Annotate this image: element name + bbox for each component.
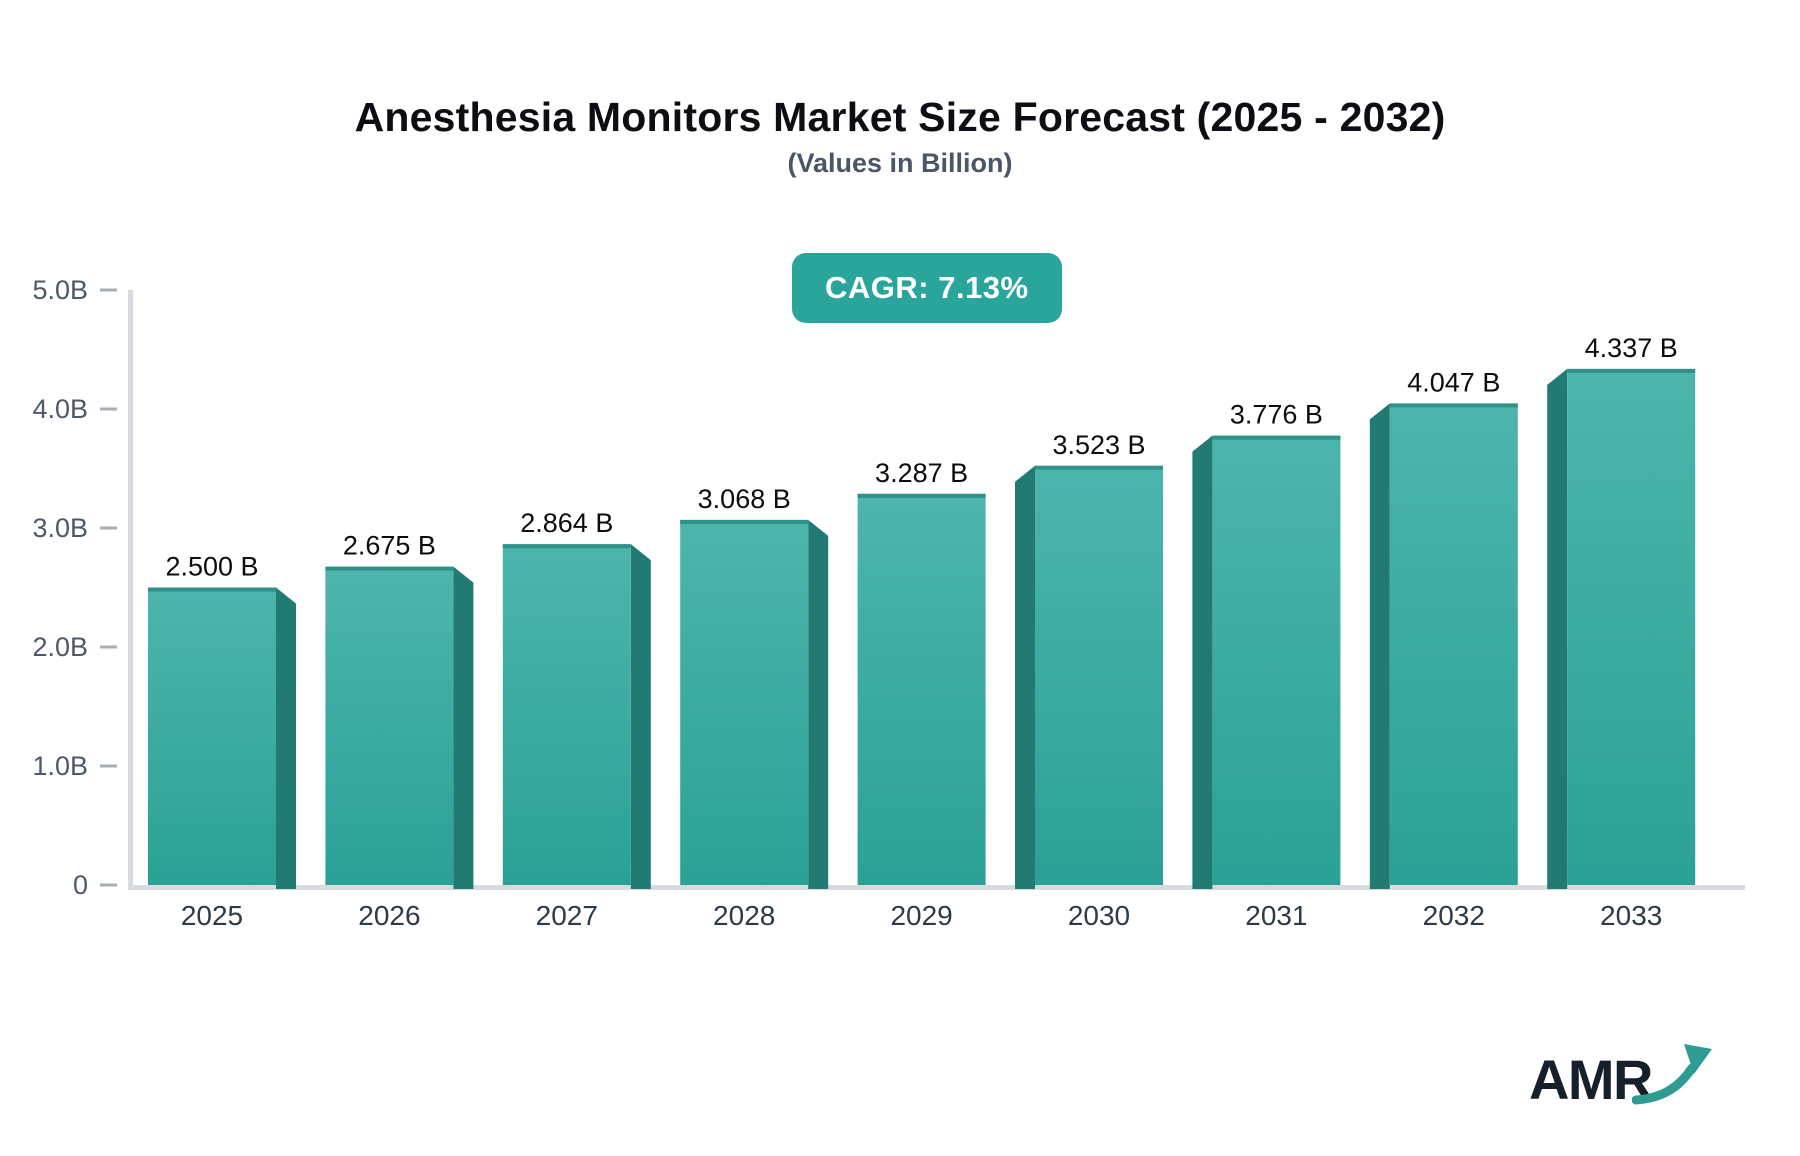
bar-value-label: 4.337 B — [1585, 333, 1678, 363]
bar-top-edge — [502, 544, 631, 549]
x-tick-label: 2032 — [1423, 900, 1485, 931]
bar-group-2027: 2.864 B 2027 — [502, 508, 651, 931]
y-tick-mark — [100, 288, 117, 292]
bar-value-label: 3.776 B — [1230, 400, 1323, 430]
bar-group-2033: 4.337 B 2033 — [1547, 333, 1696, 931]
bar-value-label: 3.068 B — [698, 484, 791, 514]
y-tick-label: 2.0B — [32, 632, 88, 662]
y-tick-mark — [100, 526, 117, 530]
x-tick-label: 2030 — [1068, 900, 1130, 931]
x-tick-label: 2026 — [358, 900, 420, 931]
bar-value-label: 4.047 B — [1407, 367, 1500, 397]
bar-face — [1035, 465, 1163, 885]
y-tick-mark — [100, 883, 117, 887]
bar-top-edge — [1389, 403, 1518, 408]
bar-group-2032: 4.047 B 2032 — [1369, 367, 1518, 931]
x-tick-label: 2027 — [536, 900, 598, 931]
bar-group-2028: 3.068 B 2028 — [680, 484, 829, 931]
x-tick-label: 2031 — [1245, 900, 1307, 931]
bar-face — [1567, 368, 1696, 886]
bar-side-face — [1547, 368, 1568, 890]
x-axis-baseline — [128, 885, 1745, 890]
bar-face — [325, 566, 454, 885]
bar-group-2026: 2.675 B 2026 — [325, 531, 474, 931]
y-tick-label: 1.0B — [32, 751, 88, 781]
y-tick-label: 5.0B — [32, 275, 88, 305]
bar-face — [1389, 403, 1518, 885]
bar-value-label: 2.675 B — [343, 531, 436, 561]
bar-side-face — [453, 566, 474, 889]
bar-side-face — [276, 587, 296, 889]
bar-top-edge — [857, 493, 986, 498]
x-tick-label: 2029 — [890, 900, 952, 931]
bar-group-2030: 3.523 B 2030 — [1015, 430, 1163, 931]
bar-value-label: 3.523 B — [1052, 430, 1145, 460]
growth-arrow-icon — [1632, 1044, 1712, 1105]
bar-top-edge — [1212, 435, 1341, 440]
y-tick-mark — [100, 764, 117, 768]
bar-top-edge — [680, 519, 809, 524]
bar-face — [1212, 435, 1341, 885]
bar-top-edge — [325, 566, 454, 571]
cagr-badge: CAGR: 7.13% — [792, 253, 1062, 323]
axis-layer: 0 1.0B 2.0B 3.0B 4.0B 5.0B — [32, 275, 1745, 900]
bar-top-edge — [1035, 465, 1163, 470]
chart-title: Anesthesia Monitors Market Size Forecast… — [354, 94, 1446, 140]
bar-face — [680, 519, 809, 885]
bar-value-label: 3.287 B — [875, 458, 968, 488]
bar-side-face — [1192, 435, 1213, 889]
bar-value-label: 2.500 B — [165, 552, 258, 582]
bar-side-face — [1369, 403, 1390, 889]
bar-value-label: 2.864 B — [520, 508, 613, 538]
bar-group-2025: 2.500 B 2025 — [148, 552, 296, 931]
chart-subtitle: (Values in Billion) — [787, 148, 1013, 178]
bars-layer: 2.500 B 2025 2.675 B 2026 2.864 B 2027 3.068 B… — [148, 333, 1696, 931]
y-tick-mark — [100, 407, 117, 411]
bar-group-2029: 3.287 B 2029 — [857, 458, 986, 931]
bar-top-edge — [148, 587, 276, 592]
bar-face — [857, 493, 986, 885]
y-tick-label: 0 — [73, 870, 88, 900]
bar-group-2031: 3.776 B 2031 — [1192, 400, 1341, 931]
bar-side-face — [1015, 465, 1035, 889]
bar-top-edge — [1567, 368, 1696, 373]
y-tick-label: 3.0B — [32, 513, 88, 543]
bar-face — [502, 544, 631, 885]
y-tick-label: 4.0B — [32, 394, 88, 424]
y-axis-line — [128, 290, 133, 890]
y-tick-mark — [100, 645, 117, 649]
x-tick-label: 2033 — [1600, 900, 1662, 931]
amr-logo: AMR — [1529, 1042, 1714, 1108]
bar-side-face — [808, 519, 829, 889]
x-tick-label: 2025 — [181, 900, 243, 931]
bar-side-face — [630, 544, 651, 889]
x-tick-label: 2028 — [713, 900, 775, 931]
cagr-badge-label: CAGR: 7.13% — [825, 270, 1029, 305]
bar-face — [148, 587, 276, 885]
